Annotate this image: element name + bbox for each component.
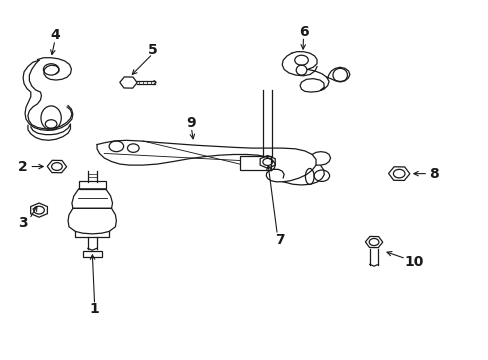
Text: 2: 2 bbox=[18, 159, 28, 174]
Text: 10: 10 bbox=[403, 255, 423, 269]
Text: 5: 5 bbox=[147, 42, 157, 57]
Text: 6: 6 bbox=[298, 25, 307, 39]
Text: 8: 8 bbox=[428, 167, 438, 181]
Text: 9: 9 bbox=[186, 116, 196, 130]
Text: 1: 1 bbox=[90, 302, 99, 316]
Text: 3: 3 bbox=[18, 216, 28, 230]
Text: 7: 7 bbox=[275, 233, 285, 247]
Text: 4: 4 bbox=[50, 28, 60, 42]
